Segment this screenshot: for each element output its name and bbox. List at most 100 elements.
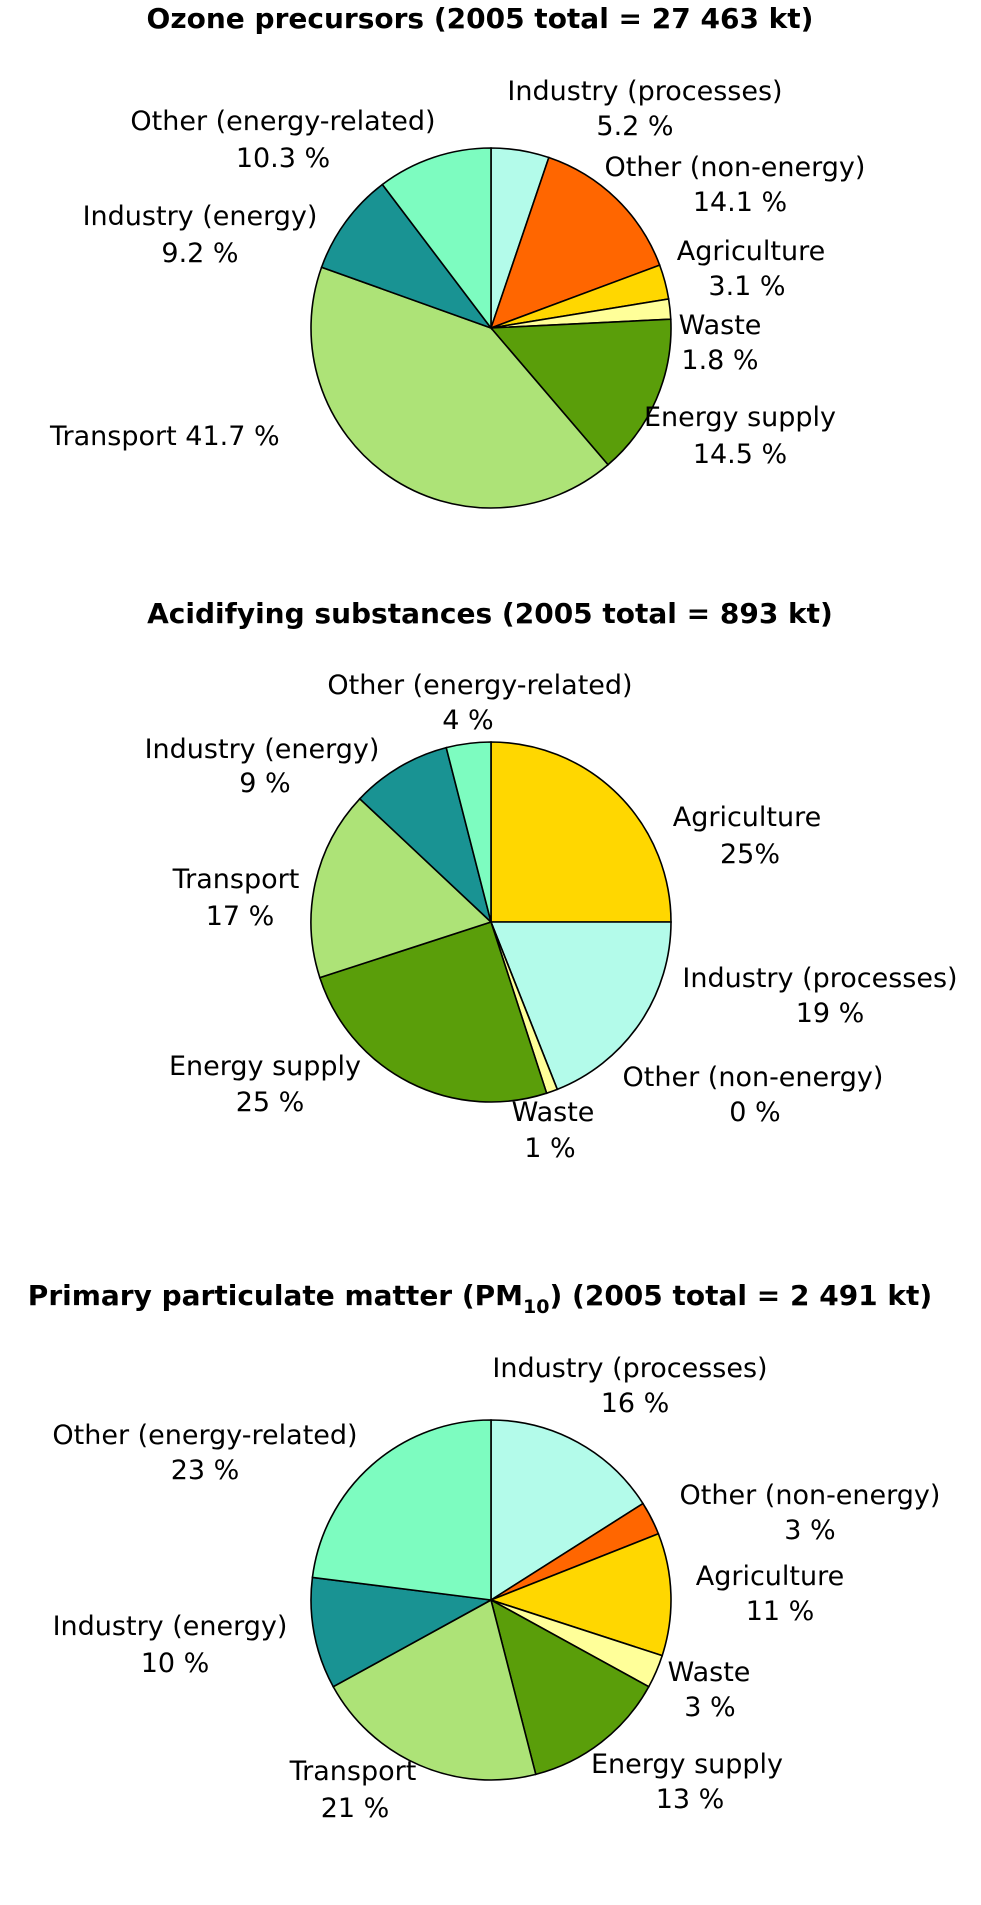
- label-energy-supply: Energy supply 25 %: [169, 1051, 361, 1118]
- slice-value: 11 %: [746, 1596, 815, 1627]
- slice-value: 23 %: [171, 1455, 240, 1486]
- label-other-non-energy: Other (non-energy) 14.1 %: [605, 152, 866, 218]
- chart-title: Primary particulate matter (PM10) (2005 …: [28, 1279, 932, 1318]
- pie-slice-energy-supply: [489, 318, 672, 466]
- slice-labels: Industry (processes) 5.2 % Other (non-en…: [49, 76, 865, 470]
- pie-chart-ozone-precursors: Ozone precursors (2005 total = 27 463 kt…: [49, 2, 865, 509]
- title-suffix: ) (2005 total = 2 491 kt): [550, 1279, 933, 1312]
- pie-chart-primary-particulate-matter: Primary particulate matter (PM10) (2005 …: [28, 1279, 941, 1824]
- slice-label: Transport: [49, 421, 177, 452]
- label-waste: Waste 1.8 %: [679, 310, 762, 376]
- pie-slice-industry-energy: [358, 746, 493, 925]
- label-energy-supply: Energy supply 14.5 %: [644, 402, 836, 470]
- pie-slices: [310, 147, 672, 509]
- slice-label: Other (non-energy): [605, 152, 866, 183]
- pie-slices: [310, 741, 672, 1103]
- slice-value: 14.1 %: [693, 187, 787, 218]
- title-subscript: 10: [523, 1296, 549, 1318]
- slice-value: 4 %: [442, 705, 493, 736]
- slice-value: 9 %: [239, 768, 290, 799]
- slice-labels: Industry (processes) 16 % Other (non-ene…: [52, 1353, 940, 1824]
- pie-slice-other-energy-related: [381, 147, 492, 331]
- label-other-energy-related: Other (energy-related) 4 %: [327, 670, 632, 736]
- slice-label: Agriculture: [696, 1561, 845, 1592]
- slice-label: Industry (processes): [682, 963, 957, 994]
- slice-value: 1 %: [524, 1133, 575, 1164]
- slice-value: 19 %: [796, 998, 865, 1029]
- label-transport: Transport 41.7 %: [49, 421, 280, 452]
- label-other-energy-related: Other (energy-related) 10.3 %: [130, 106, 435, 174]
- slice-label: Industry (energy): [83, 201, 318, 232]
- label-other-non-energy: Other (non-energy) 0 %: [623, 1062, 884, 1128]
- slice-label: Agriculture: [673, 802, 822, 833]
- slice-value: 16 %: [601, 1388, 670, 1419]
- label-agriculture: Agriculture 11 %: [696, 1561, 845, 1627]
- label-agriculture: Agriculture 3.1 %: [677, 236, 826, 302]
- pie-slice-transport: [332, 1598, 537, 1781]
- label-industry-energy: Industry (energy) 9.2 %: [83, 201, 318, 269]
- slice-value: 3 %: [784, 1515, 835, 1546]
- slice-value: 25%: [720, 839, 780, 870]
- slice-label: Other (energy-related): [130, 106, 435, 137]
- pie-slice-industry-processes: [489, 921, 672, 1091]
- label-energy-supply: Energy supply 13 %: [591, 1749, 783, 1815]
- slice-value: 0 %: [729, 1097, 780, 1128]
- slice-value: 10.3 %: [236, 143, 330, 174]
- label-industry-processes: Industry (processes) 19 %: [682, 963, 957, 1029]
- slice-label: Other (non-energy): [623, 1062, 884, 1093]
- slice-label: Waste: [668, 1657, 751, 1688]
- slice-label: Other (non-energy): [680, 1480, 941, 1511]
- slice-label: Industry (processes): [492, 1353, 767, 1384]
- pie-slice-transport: [310, 797, 493, 979]
- slice-label: Energy supply: [644, 402, 836, 433]
- label-industry-energy: Industry (energy) 9 %: [145, 734, 380, 799]
- slice-value: 10 %: [141, 1648, 210, 1679]
- pie-slice-other-non-energy: [489, 156, 661, 330]
- slice-value: 5.2 %: [596, 111, 673, 142]
- slice-label: Energy supply: [169, 1051, 361, 1082]
- slice-label: Transport: [289, 1756, 417, 1787]
- slice-label: Industry (processes): [507, 76, 782, 107]
- pie-slices: [310, 1419, 672, 1781]
- pie-slice-agriculture: [490, 741, 672, 923]
- label-transport: Transport 17 %: [172, 864, 300, 932]
- slice-label: Transport: [172, 864, 300, 895]
- slice-label: Agriculture: [677, 236, 826, 267]
- label-other-non-energy: Other (non-energy) 3 %: [680, 1480, 941, 1546]
- pie-slice-other-energy-related: [445, 741, 492, 923]
- label-separator: [177, 421, 186, 452]
- pie-slice-energy-supply: [318, 920, 548, 1103]
- title-main: Primary particulate matter (PM: [28, 1279, 523, 1312]
- label-other-energy-related: Other (energy-related) 23 %: [52, 1420, 357, 1486]
- slice-label: Other (energy-related): [327, 670, 632, 701]
- slice-labels: Agriculture 25% Industry (processes) 19 …: [145, 670, 958, 1164]
- slice-label: Industry (energy): [145, 734, 380, 765]
- label-agriculture: Agriculture 25%: [673, 802, 822, 870]
- pie-slice-industry-energy: [310, 1576, 494, 1688]
- slice-label: Waste: [512, 1097, 595, 1128]
- slice-value: 17 %: [206, 901, 275, 932]
- slice-value: 41.7 %: [185, 421, 279, 452]
- slice-label: Waste: [679, 310, 762, 341]
- pie-slice-other-energy-related: [311, 1419, 492, 1601]
- slice-label: Energy supply: [591, 1749, 783, 1780]
- pie-slice-transport: [310, 266, 610, 509]
- label-transport: Transport 21 %: [289, 1756, 417, 1824]
- slice-value: 3.1 %: [708, 271, 785, 302]
- pie-chart-acidifying-substances: Acidifying substances (2005 total = 893 …: [145, 597, 958, 1164]
- label-waste: Waste 1 %: [512, 1097, 595, 1164]
- pie-slice-energy-supply: [489, 1598, 650, 1776]
- slice-value: 21 %: [321, 1793, 390, 1824]
- slice-value: 1.8 %: [681, 345, 758, 376]
- slice-value: 25 %: [236, 1087, 305, 1118]
- chart-title: Acidifying substances (2005 total = 893 …: [147, 597, 833, 630]
- slice-label-with-value: Transport 41.7 %: [49, 421, 280, 452]
- label-industry-processes: Industry (processes) 16 %: [492, 1353, 767, 1419]
- slice-value: 13 %: [656, 1784, 725, 1815]
- chart-title: Ozone precursors (2005 total = 27 463 kt…: [147, 2, 814, 35]
- slice-label: Industry (energy): [53, 1611, 288, 1642]
- pie-slice-agriculture: [488, 1532, 672, 1657]
- slice-value: 14.5 %: [693, 439, 787, 470]
- label-industry-energy: Industry (energy) 10 %: [53, 1611, 288, 1679]
